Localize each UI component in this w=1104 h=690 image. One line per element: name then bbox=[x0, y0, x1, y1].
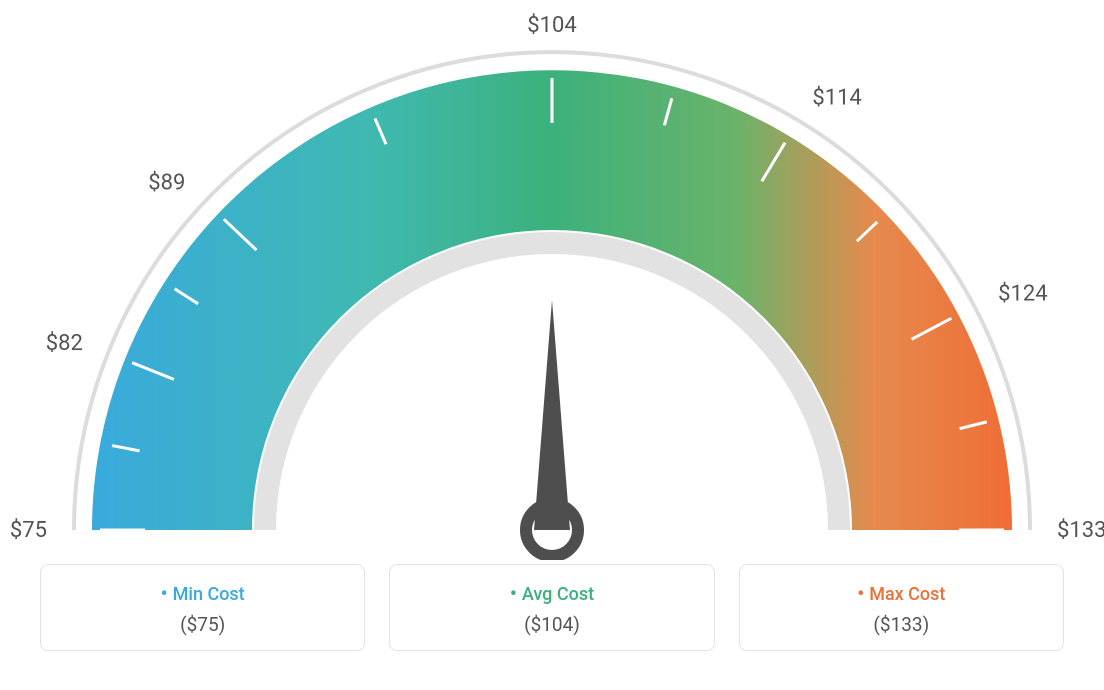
avg-cost-value: ($104) bbox=[400, 613, 703, 636]
gauge-chart: $75 $82 $89 $104 $114 $124 $133 bbox=[0, 0, 1104, 560]
max-cost-card: Max Cost ($133) bbox=[739, 564, 1064, 651]
tick-label: $89 bbox=[148, 171, 185, 196]
max-cost-label: Max Cost bbox=[750, 581, 1053, 605]
tick-label: $114 bbox=[812, 85, 861, 110]
gauge-needle bbox=[534, 300, 570, 530]
tick-label: $133 bbox=[1057, 518, 1104, 543]
max-cost-value: ($133) bbox=[750, 613, 1053, 636]
avg-cost-card: Avg Cost ($104) bbox=[389, 564, 714, 651]
summary-cards: Min Cost ($75) Avg Cost ($104) Max Cost … bbox=[0, 564, 1104, 651]
min-cost-card: Min Cost ($75) bbox=[40, 564, 365, 651]
gauge-svg: $75 $82 $89 $104 $114 $124 $133 bbox=[0, 0, 1104, 560]
tick-label: $104 bbox=[527, 13, 576, 38]
tick-label: $124 bbox=[998, 281, 1047, 306]
min-cost-value: ($75) bbox=[51, 613, 354, 636]
min-cost-label: Min Cost bbox=[51, 581, 354, 605]
tick-label: $75 bbox=[10, 518, 47, 543]
avg-cost-label: Avg Cost bbox=[400, 581, 703, 605]
tick-label: $82 bbox=[46, 331, 83, 356]
